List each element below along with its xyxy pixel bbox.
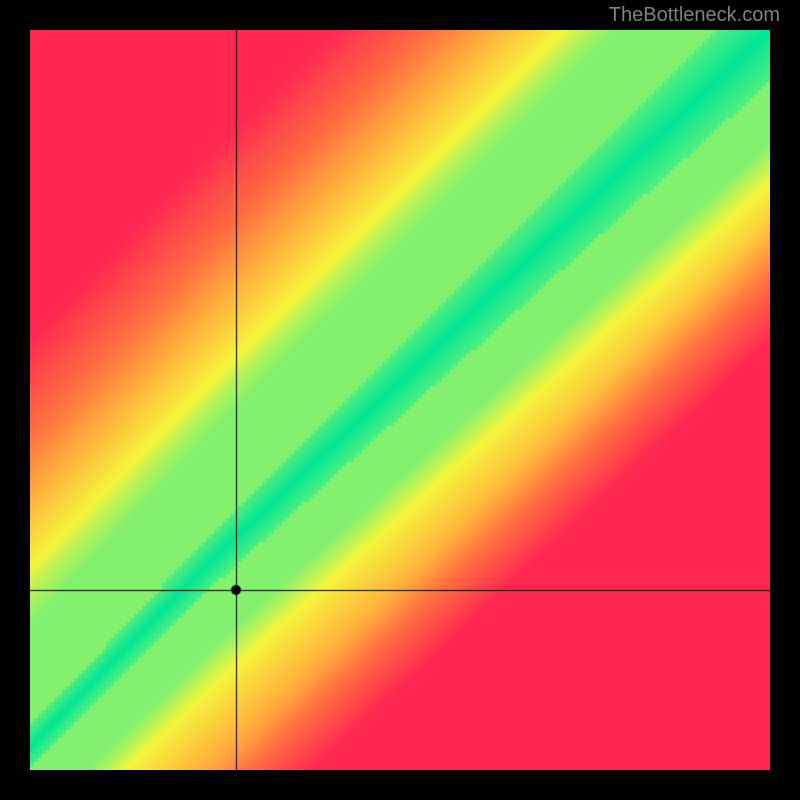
chart-container: TheBottleneck.com xyxy=(0,0,800,800)
heatmap-chart xyxy=(30,30,770,770)
heatmap-canvas xyxy=(30,30,770,770)
watermark-text: TheBottleneck.com xyxy=(609,4,780,27)
